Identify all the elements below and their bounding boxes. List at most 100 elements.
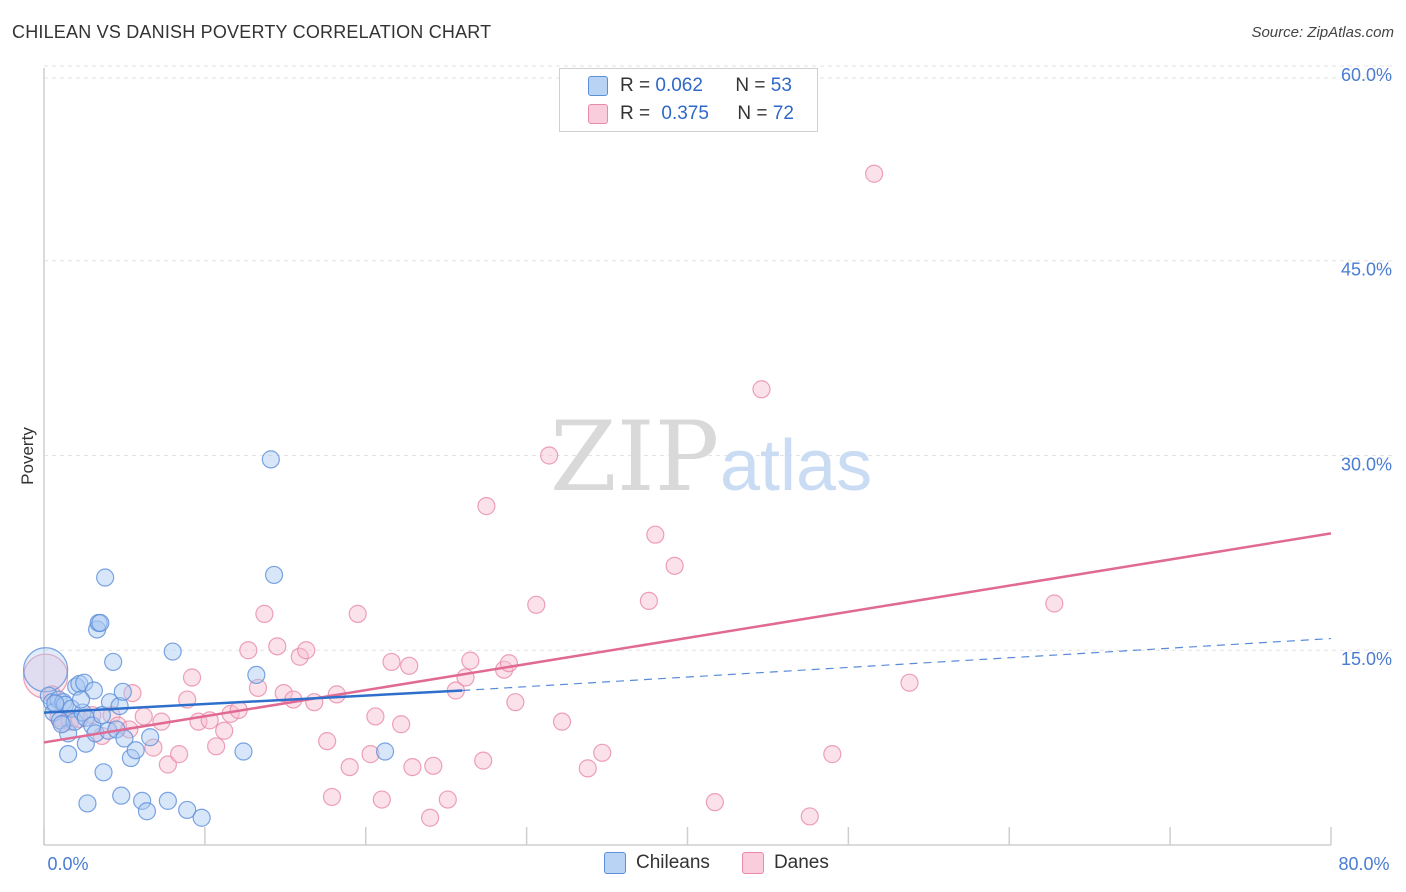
danes-point bbox=[752, 380, 771, 399]
legend-r-label: R = bbox=[620, 103, 651, 124]
chileans-point bbox=[112, 786, 131, 805]
legend-n-label: N = bbox=[735, 75, 766, 96]
danes-point bbox=[1045, 594, 1064, 613]
watermark-atlas: atlas bbox=[720, 426, 872, 506]
chileans-point bbox=[133, 791, 152, 810]
danes-point bbox=[540, 446, 559, 465]
danes-point bbox=[322, 787, 342, 807]
chileans-point bbox=[104, 652, 123, 672]
x-tick-marks bbox=[43, 827, 1332, 845]
danes-point bbox=[305, 693, 324, 712]
legend-swatch-pink bbox=[588, 104, 608, 124]
danes-point bbox=[158, 755, 177, 774]
legend-row-danes: R = 0.375 N = 72 bbox=[588, 103, 794, 125]
chileans-point bbox=[46, 694, 65, 713]
watermark-zip: ZIP bbox=[550, 401, 719, 513]
danes-point bbox=[474, 751, 493, 770]
danes-point bbox=[340, 757, 359, 777]
legend-n-value: 53 bbox=[770, 75, 792, 96]
danes-point bbox=[438, 790, 457, 809]
danes-point bbox=[182, 668, 202, 687]
watermark: ZIP atlas bbox=[550, 401, 872, 513]
danes-label: Danes bbox=[773, 852, 829, 873]
legend-r-label: R = bbox=[620, 75, 651, 96]
chileans-point bbox=[261, 450, 280, 469]
chileans-point bbox=[192, 808, 211, 827]
legend-n-label: N = bbox=[737, 103, 768, 124]
legend-r-value: 0.062 bbox=[655, 75, 703, 96]
danes-swatch bbox=[741, 852, 764, 874]
chileans-point bbox=[137, 802, 157, 821]
bottom-legend-chileans: Chileans bbox=[604, 852, 710, 874]
danes-point bbox=[900, 673, 919, 692]
danes-point bbox=[646, 525, 665, 544]
danes-point bbox=[705, 793, 724, 812]
chileans-swatch bbox=[604, 852, 626, 874]
y-tick-label: 60.0% bbox=[1341, 65, 1392, 85]
danes-point bbox=[366, 707, 385, 726]
chileans-point bbox=[234, 742, 253, 761]
danes-point bbox=[361, 745, 380, 764]
chileans-point bbox=[126, 741, 145, 760]
trend-lines bbox=[43, 532, 1332, 744]
chileans-point bbox=[78, 794, 97, 813]
chileans-point bbox=[100, 693, 120, 712]
danes-point bbox=[552, 712, 572, 731]
y-axis-label: Poverty bbox=[18, 427, 37, 485]
chileans-point bbox=[52, 715, 71, 734]
danes-point bbox=[248, 678, 268, 697]
danes-point bbox=[170, 745, 189, 764]
danes-point bbox=[665, 556, 684, 575]
y-tick-label: 15.0% bbox=[1341, 649, 1392, 669]
chileans-points bbox=[23, 450, 395, 827]
chileans-point bbox=[91, 613, 110, 633]
chileans-trend-line-dashed bbox=[462, 637, 1332, 692]
chileans-point bbox=[141, 728, 160, 747]
danes-trend-line bbox=[43, 532, 1332, 744]
x-tick-label-max: 80.0% bbox=[1338, 854, 1389, 874]
danes-point bbox=[123, 683, 142, 703]
danes-point bbox=[290, 647, 309, 666]
danes-point bbox=[499, 654, 519, 673]
danes-point bbox=[274, 683, 293, 703]
chileans-point bbox=[59, 745, 78, 764]
danes-point bbox=[639, 591, 658, 611]
danes-point bbox=[865, 164, 884, 183]
chileans-point bbox=[375, 742, 395, 761]
danes-point bbox=[506, 693, 525, 712]
danes-point bbox=[207, 737, 226, 756]
danes-point bbox=[372, 790, 391, 809]
legend-row-chileans: R = 0.062 N = 53 bbox=[588, 75, 792, 97]
danes-point bbox=[424, 756, 443, 775]
chart-title: CHILEAN VS DANISH POVERTY CORRELATION CH… bbox=[12, 22, 492, 42]
danes-point bbox=[527, 595, 546, 614]
danes-point bbox=[268, 637, 287, 656]
danes-point bbox=[144, 738, 163, 757]
chileans-point bbox=[73, 703, 92, 722]
danes-points bbox=[23, 164, 1064, 827]
chileans-point bbox=[247, 665, 266, 685]
danes-point bbox=[400, 656, 419, 675]
y-tick-label: 30.0% bbox=[1341, 454, 1392, 474]
danes-point bbox=[461, 651, 480, 670]
legend-r-value: 0.375 bbox=[661, 103, 709, 124]
x-tick-label-min: 0.0% bbox=[47, 854, 88, 874]
danes-point bbox=[392, 715, 411, 734]
danes-point bbox=[255, 604, 274, 623]
bottom-legend-danes: Danes bbox=[741, 852, 829, 874]
danes-point bbox=[348, 604, 367, 623]
chileans-point bbox=[178, 800, 197, 820]
chileans-point bbox=[94, 763, 113, 782]
danes-point bbox=[578, 759, 597, 778]
grid-lines bbox=[44, 65, 1392, 651]
source-label: Source: ZipAtlas.com bbox=[1251, 24, 1394, 41]
danes-point bbox=[134, 707, 153, 726]
y-tick-label: 45.0% bbox=[1341, 260, 1392, 280]
chileans-label: Chileans bbox=[636, 852, 710, 873]
danes-point bbox=[215, 721, 234, 740]
chileans-point bbox=[163, 642, 182, 661]
y-tick-labels: 15.0% 30.0% 45.0% 60.0% bbox=[1341, 65, 1392, 669]
danes-point bbox=[421, 808, 440, 827]
danes-point bbox=[823, 745, 842, 764]
